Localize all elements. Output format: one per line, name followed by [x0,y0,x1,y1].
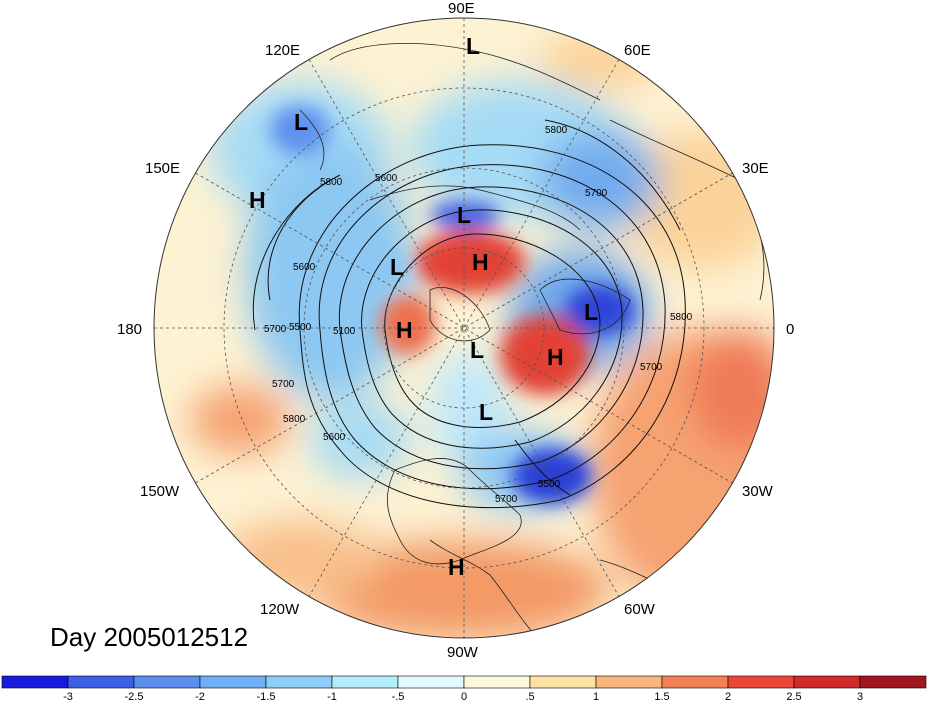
map-rim [153,17,775,639]
colorbar-swatch [727,675,795,689]
colorbar-swatch [595,675,663,689]
low-marker: L [294,109,308,135]
height-contours [252,119,686,509]
contour-label: 5700 [272,379,295,390]
low-marker: L [466,33,480,59]
longitude-label-120w: 120W [260,601,300,618]
contour-label: 5700 [495,494,518,505]
contour-label: 5700 [585,188,608,199]
pressure-centers: L L H L H L H L L H L H [249,33,598,580]
longitude-label-180: 180 [117,321,142,338]
colorbar-tick-label: 2 [725,691,731,702]
longitude-label-150e: 150E [145,160,180,177]
colorbar-swatch [529,675,597,689]
colorbar-tick-label: 1.5 [654,691,669,702]
low-marker: L [470,337,484,363]
colorbar-tick-label: 0 [461,691,467,702]
contour-label: 5100 [333,326,356,337]
longitude-label-60e: 60E [624,42,651,59]
colorbar-tick-label: -1 [327,691,337,702]
contour-label-layer: 5800 5800 5600 5700 5600 5500 5100 5700 … [264,125,693,505]
low-marker: L [390,254,404,280]
contour-label: 5800 [283,414,306,425]
low-marker: L [457,202,471,228]
contour-label: 5800 [670,312,693,323]
colorbar-tick-label: -1.5 [257,691,276,702]
low-marker: L [479,399,493,425]
colorbar-swatch [67,675,135,689]
colorbar: -3 -2.5 -2 -1.5 -1 -.5 0 .5 1 1.5 2 2.5 3 [1,675,927,702]
longitude-labels: 90E 60E 30E 0 30W 60W 90W 120W 150W 180 … [117,0,794,661]
colorbar-tick-label: -3 [63,691,73,702]
colorbar-swatch [265,675,333,689]
high-marker: H [547,344,564,370]
colorbar-swatch [199,675,267,689]
high-marker: H [448,554,465,580]
longitude-label-90w: 90W [447,644,479,661]
longitude-label-30w: 30W [742,483,774,500]
contour-label: 5600 [323,432,346,443]
colorbar-swatch [397,675,465,689]
contour-label: 5500 [289,322,312,333]
longitude-label-90e: 90E [448,0,475,17]
contour-label: 5500 [538,479,561,490]
colorbar-tick-label: 1 [593,691,599,702]
colorbar-swatch [661,675,729,689]
low-marker: L [584,299,598,325]
colorbar-tick-label: -2.5 [125,691,144,702]
contour-label: 5800 [545,125,568,136]
longitude-label-30e: 30E [742,160,769,177]
contour-label: 5600 [293,262,316,273]
high-marker: H [249,187,266,213]
longitude-label-0: 0 [786,321,794,338]
colorbar-tick-label: -.5 [392,691,405,702]
high-marker: H [396,317,413,343]
colorbar-tick-label: 3 [857,691,863,702]
colorbar-tick-label: -2 [195,691,205,702]
anomaly-shading [154,18,774,638]
colorbar-swatch [793,675,861,689]
contour-label: 5700 [640,362,663,373]
colorbar-swatch [859,675,927,689]
date-label: Day 2005012512 [50,622,248,652]
colorbar-tick-label: 2.5 [786,691,801,702]
colorbar-swatch [1,675,69,689]
colorbar-swatch [331,675,399,689]
high-marker: H [472,249,489,275]
colorbar-swatch [133,675,201,689]
contour-label: 5700 [264,324,287,335]
contour-label: 5800 [320,177,343,188]
longitude-label-150w: 150W [140,483,180,500]
colorbar-tick-label: .5 [525,691,534,702]
graticule [154,18,774,638]
longitude-label-120e: 120E [265,42,300,59]
longitude-label-60w: 60W [624,601,656,618]
contour-label: 5600 [375,173,398,184]
colorbar-swatch [463,675,531,689]
